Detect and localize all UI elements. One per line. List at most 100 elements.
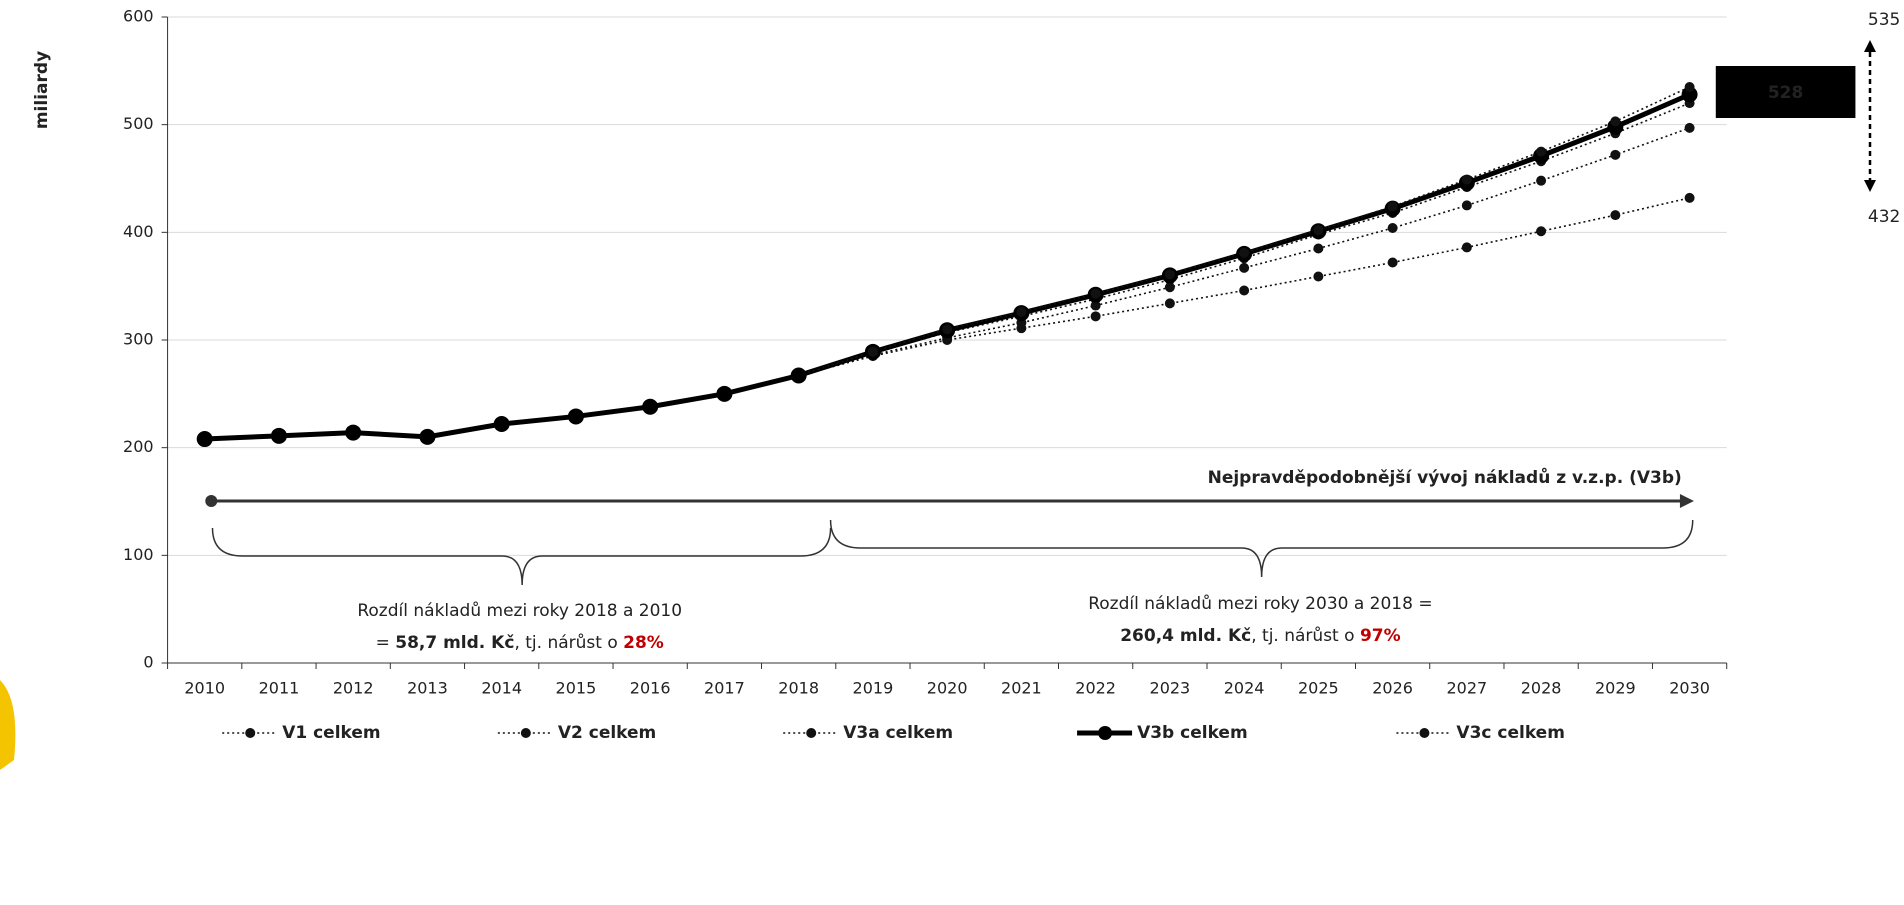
point: [1387, 223, 1398, 234]
x-tick-label: 2011: [259, 679, 300, 698]
brace: [829, 519, 1694, 578]
point: [1684, 81, 1695, 92]
point: [1313, 271, 1324, 282]
point: [419, 428, 436, 445]
note-line: Rozdíl nákladů mezi roky 2030 a 2018 =: [1088, 594, 1432, 614]
point: [270, 427, 287, 444]
x-tick-label: 2013: [407, 679, 448, 698]
x-tick-label: 2016: [630, 679, 671, 698]
point: [1684, 192, 1695, 203]
point: [1164, 298, 1175, 309]
point: [1684, 122, 1695, 133]
y-tick-label: 200: [123, 437, 154, 456]
x-tick-label: 2014: [481, 679, 522, 698]
y-tick-label: 100: [123, 545, 154, 564]
point: [1461, 242, 1472, 253]
x-tick-label: 2010: [184, 679, 225, 698]
y-axis-label: miliardy: [32, 51, 52, 129]
y-tick-label: 400: [123, 222, 154, 241]
point: [1164, 269, 1175, 280]
point: [1536, 175, 1547, 186]
note-prefix: =: [376, 633, 396, 653]
series-line: [204, 92, 1691, 442]
x-tick-label: 2023: [1150, 679, 1191, 698]
legend-label: V2 celkem: [558, 723, 656, 743]
note-line: 260,4 mld. Kč, tj. nárůst o 97%: [1120, 626, 1400, 646]
note-amount: 260,4 mld. Kč: [1120, 626, 1251, 646]
point: [1610, 116, 1621, 127]
point: [1387, 201, 1398, 212]
note-middle: , tj. nárůst o: [1251, 626, 1360, 646]
decoration: [0, 680, 16, 770]
point: [790, 367, 807, 384]
x-tick-label: 2028: [1521, 679, 1562, 698]
note-line: = 58,7 mld. Kč, tj. nárůst o 28%: [376, 633, 664, 653]
legend-label: V3c celkem: [1456, 723, 1565, 743]
point: [1090, 311, 1101, 322]
note-percent: 97%: [1360, 626, 1401, 646]
point: [1387, 257, 1398, 268]
point: [1461, 200, 1472, 211]
legend-marker: [806, 728, 817, 738]
point: [1536, 226, 1547, 237]
point: [1313, 243, 1324, 254]
arrow-label: Nejpravděpodobnější vývoj nákladů z v.z.…: [1208, 466, 1682, 488]
x-tick-label: 2024: [1224, 679, 1265, 698]
y-tick-label: 300: [123, 330, 154, 349]
point: [1536, 146, 1547, 157]
x-tick-label: 2012: [333, 679, 374, 698]
legend-marker: [520, 728, 531, 738]
point: [1610, 210, 1621, 221]
point: [1239, 285, 1250, 296]
x-tick-label: 2018: [778, 679, 819, 698]
x-tick-label: 2015: [556, 679, 597, 698]
point: [1239, 262, 1250, 273]
range-low: 432: [1868, 207, 1900, 227]
point: [1164, 282, 1175, 293]
point: [716, 385, 733, 402]
legend-label: V3a celkem: [843, 723, 953, 743]
point: [1610, 149, 1621, 160]
highlight-box: [1715, 66, 1856, 118]
point: [1239, 247, 1250, 258]
legend-marker: [245, 728, 256, 738]
legend-marker: [1098, 726, 1113, 740]
point: [867, 346, 878, 357]
y-tick-label: 600: [123, 7, 154, 26]
point: [1016, 307, 1027, 318]
legend-label: V3b celkem: [1137, 723, 1248, 743]
highlight-label: 528: [1768, 83, 1804, 103]
x-tick-label: 2017: [704, 679, 745, 698]
brace: [211, 527, 832, 586]
y-tick-label: 0: [143, 653, 153, 672]
point: [345, 424, 362, 441]
legend-label: V1 celkem: [282, 723, 380, 743]
point: [1461, 174, 1472, 185]
range-high: 535: [1868, 10, 1900, 30]
note-percent: 28%: [623, 633, 664, 653]
x-tick-label: 2027: [1446, 679, 1487, 698]
y-tick-label: 500: [123, 114, 154, 133]
note-amount: 58,7 mld. Kč: [395, 633, 514, 653]
legend-marker: [1419, 728, 1430, 738]
x-tick-label: 2026: [1372, 679, 1413, 698]
point: [1313, 225, 1324, 236]
x-tick-label: 2025: [1298, 679, 1339, 698]
point: [493, 415, 510, 432]
point: [1090, 288, 1101, 299]
x-tick-label: 2029: [1595, 679, 1636, 698]
point: [1681, 86, 1698, 103]
x-tick-label: 2020: [927, 679, 968, 698]
note-line: Rozdíl nákladů mezi roky 2018 a 2010: [357, 601, 682, 621]
x-tick-label: 2019: [853, 679, 894, 698]
point: [642, 398, 659, 415]
point: [942, 324, 953, 335]
point: [196, 431, 213, 448]
note-middle: , tj. nárůst o: [514, 633, 623, 653]
arrow-head: [1679, 494, 1694, 508]
point: [567, 408, 584, 425]
x-tick-label: 2021: [1001, 679, 1042, 698]
x-tick-label: 2030: [1669, 679, 1710, 698]
x-tick-label: 2022: [1075, 679, 1116, 698]
